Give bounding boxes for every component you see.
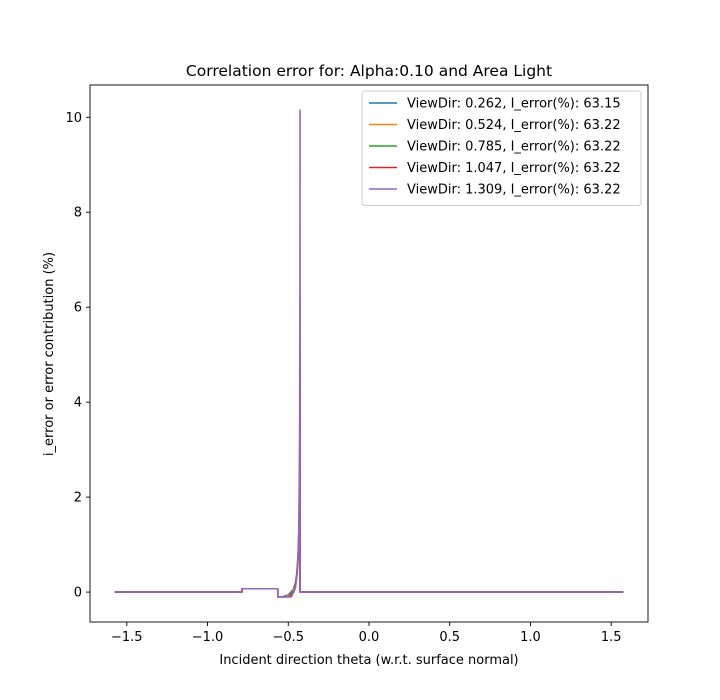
- x-axis-title: Incident direction theta (w.r.t. surface…: [219, 653, 518, 668]
- x-tick-label: 1.0: [520, 630, 541, 645]
- y-tick-label: 4: [74, 396, 82, 411]
- y-axis-title: i_error or error contribution (%): [42, 252, 57, 456]
- x-tick-label: −0.5: [272, 630, 304, 645]
- chart-title: Correlation error for: Alpha:0.10 and Ar…: [186, 62, 552, 80]
- y-tick-label: 6: [74, 301, 82, 316]
- x-tick-label: 0.5: [439, 630, 460, 645]
- plot-area: −1.5 −1.0 −0.5 0.0 0.5 1.0 1.5 0 2 4 6 8 10: [65, 84, 649, 645]
- legend-entry-label: ViewDir: 0.524, I_error(%): 63.22: [407, 118, 621, 133]
- legend-entry-label: ViewDir: 0.785, I_error(%): 63.22: [407, 140, 621, 155]
- legend-entry-label: ViewDir: 1.309, I_error(%): 63.22: [407, 183, 621, 198]
- y-tick-label: 10: [65, 111, 82, 126]
- legend-entry-label: ViewDir: 0.262, I_error(%): 63.15: [407, 97, 621, 112]
- x-tick-label: −1.0: [192, 630, 224, 645]
- y-tick-label: 2: [74, 491, 82, 506]
- legend: ViewDir: 0.262, I_error(%): 63.15 ViewDir…: [361, 90, 642, 206]
- x-tick-label: 1.5: [601, 630, 622, 645]
- legend-entry-label: ViewDir: 1.047, I_error(%): 63.22: [407, 161, 621, 176]
- axes-frame: [89, 84, 649, 623]
- x-tick-label: 0.0: [359, 630, 380, 645]
- y-tick-label: 0: [74, 586, 82, 601]
- x-tick-label: −1.5: [111, 630, 143, 645]
- series-line-5: [114, 109, 624, 598]
- y-tick-label: 8: [74, 206, 82, 221]
- legend-box: [361, 90, 642, 206]
